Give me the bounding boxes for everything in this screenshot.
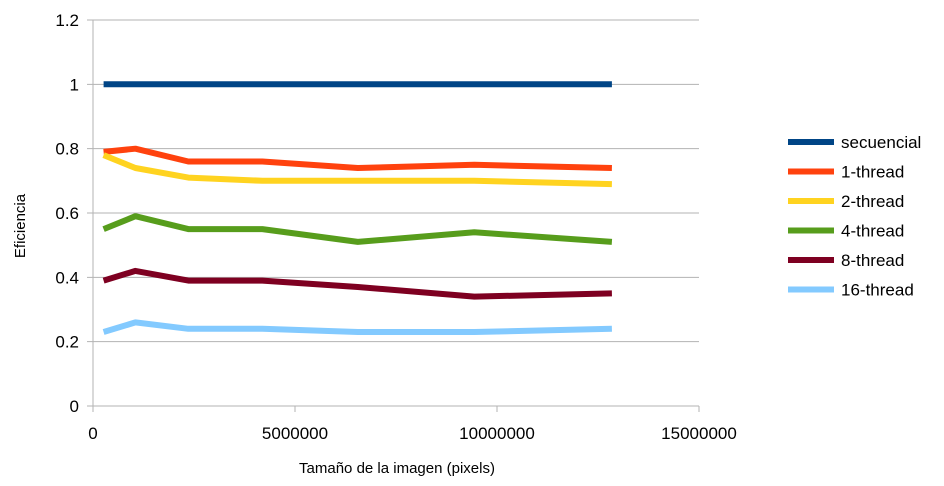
series-line-4-thread bbox=[102, 213, 613, 245]
y-tick-label: 0.4 bbox=[55, 268, 79, 287]
grid-lines bbox=[87, 19, 699, 407]
y-axis-tick-labels: 0 0.2 0.4 0.6 0.8 1 1.2 bbox=[55, 11, 79, 416]
x-tick-label: 10000000 bbox=[459, 424, 535, 443]
legend-label: secuencial bbox=[841, 133, 921, 152]
legend-label: 2-thread bbox=[841, 192, 904, 211]
series-line-16-thread bbox=[102, 319, 612, 335]
legend: secuencial 1-thread 2-thread 4-thread 8-thre… bbox=[788, 133, 921, 300]
y-tick-label: 0.2 bbox=[55, 333, 79, 352]
series-lines bbox=[102, 81, 613, 335]
legend-label: 16-thread bbox=[841, 281, 914, 300]
x-axis-title: Tamaño de la imagen (pixels) bbox=[299, 460, 495, 477]
y-tick-label: 0 bbox=[70, 397, 79, 416]
series-line-1-thread bbox=[103, 145, 612, 171]
y-tick-label: 1 bbox=[70, 75, 79, 94]
series-line-8-thread bbox=[102, 267, 612, 300]
legend-label: 8-thread bbox=[841, 251, 904, 270]
x-axis-tick-labels: 0 5000000 10000000 15000000 bbox=[88, 424, 737, 443]
y-tick-label: 1.2 bbox=[55, 11, 79, 30]
axes bbox=[92, 20, 700, 412]
series-line-2-thread bbox=[102, 152, 612, 188]
legend-label: 1-thread bbox=[841, 163, 904, 182]
legend-label: 4-thread bbox=[841, 222, 904, 241]
x-tick-label: 15000000 bbox=[661, 424, 737, 443]
x-tick-label: 5000000 bbox=[262, 424, 328, 443]
x-tick-label: 0 bbox=[88, 424, 97, 443]
y-axis-title: Eficiencia bbox=[12, 193, 29, 258]
y-tick-label: 0.8 bbox=[55, 140, 79, 159]
y-tick-label: 0.6 bbox=[55, 204, 79, 223]
